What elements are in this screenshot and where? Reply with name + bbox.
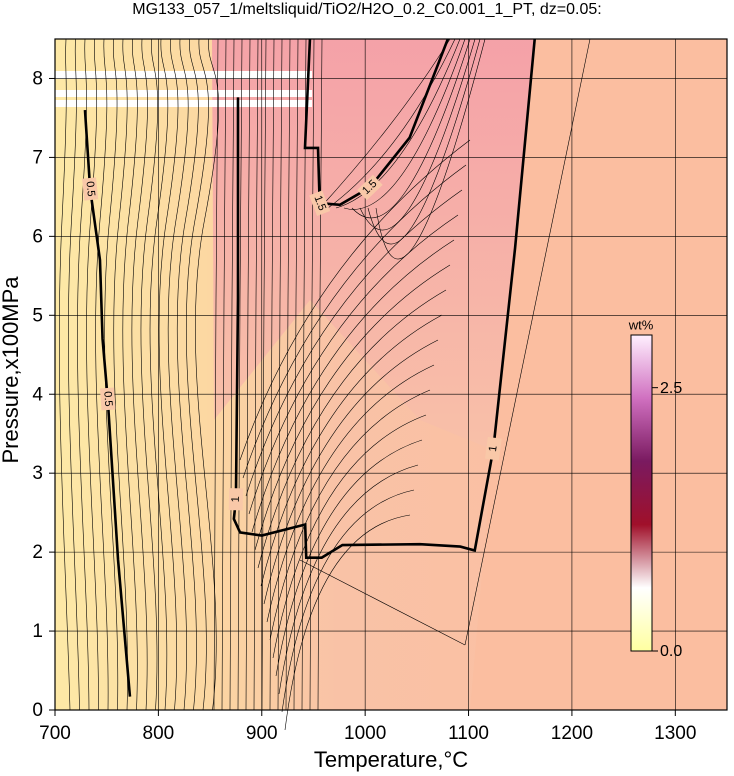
colorbar-tick-label: 0.0 [660, 643, 682, 660]
thin-line [317, 38, 323, 711]
thin-line [464, 38, 591, 646]
thin-line [367, 38, 481, 245]
colorbar-label: wt% [628, 317, 654, 332]
colorbar [630, 334, 653, 652]
contour-label-bg [357, 174, 383, 201]
thin-contours [59, 38, 591, 731]
x-tick-label: 1200 [551, 723, 593, 744]
x-tick-label: 1100 [448, 723, 489, 744]
thin-line [86, 38, 99, 711]
contour-label: 0.5 [84, 181, 97, 197]
contour-label-bg [309, 190, 331, 216]
thin-line [140, 38, 158, 711]
thin-line [253, 38, 259, 711]
y-axis-label: Pressure,x100MPa [0, 276, 23, 464]
contour-label: 1.5 [311, 194, 328, 213]
thin-line [113, 38, 128, 711]
contour-line [303, 38, 450, 207]
thin-line [261, 38, 267, 711]
thin-line [335, 38, 461, 209]
thin-line [149, 38, 169, 711]
thin-line [284, 514, 411, 731]
thin-line [213, 38, 219, 711]
plot-frame [54, 38, 728, 711]
thin-line [158, 38, 179, 711]
thin-line [59, 38, 71, 711]
thin-line [242, 164, 467, 479]
thin-line [245, 189, 463, 497]
thin-line [245, 38, 251, 711]
colorbar-tick-label: 2.5 [660, 380, 682, 397]
thin-line [68, 38, 80, 711]
contour-label-bg [99, 387, 116, 411]
y-tick-label: 8 [32, 68, 43, 89]
thin-line [251, 239, 455, 533]
y-tick-label: 6 [32, 226, 43, 247]
thin-line [221, 38, 227, 711]
contour-label: 0.5 [101, 391, 114, 407]
y-tick-label: 7 [32, 147, 43, 168]
chart-title: MG133_057_1/meltsliquid/TiO2/H2O_0.2_C0.… [132, 1, 601, 18]
thin-line [277, 38, 283, 711]
y-tick-label: 5 [32, 305, 43, 326]
y-tick-label: 3 [32, 463, 43, 484]
background [55, 39, 727, 710]
thin-line [327, 38, 456, 209]
thin-line [343, 38, 466, 210]
thin-line [257, 289, 447, 569]
thin-line [122, 38, 138, 711]
thin-line [278, 464, 419, 695]
thin-line [281, 489, 415, 713]
contour-label: 1 [230, 496, 242, 502]
x-tick-label: 900 [246, 723, 278, 744]
thin-line [275, 439, 423, 677]
x-tick-label: 800 [143, 723, 175, 744]
thin-line [248, 214, 459, 515]
contour-label: 1 [487, 445, 500, 453]
thin-line [260, 314, 443, 587]
thin-line [131, 38, 148, 711]
thin-line [254, 264, 451, 551]
thin-line [195, 38, 219, 711]
contour-label-bg [82, 177, 99, 201]
x-tick-label: 700 [39, 723, 71, 744]
x-tick-label: 1300 [654, 723, 696, 744]
y-tick-label: 1 [32, 621, 43, 642]
thin-line [272, 414, 427, 659]
thin-line [263, 339, 439, 605]
thin-line [237, 38, 243, 711]
thin-line [229, 38, 235, 711]
thin-line [77, 38, 90, 711]
thin-line [269, 389, 431, 641]
x-axis-label: Temperature,°C [314, 747, 468, 772]
thin-line [95, 38, 109, 711]
y-tick-label: 2 [32, 542, 43, 563]
thin-line [176, 38, 199, 711]
thin-line [269, 38, 275, 711]
contour-label-bg [484, 436, 502, 461]
x-tick-label: 1000 [344, 723, 386, 744]
contour-label-bg [228, 488, 244, 511]
thin-line [375, 38, 486, 260]
thin-line [266, 364, 435, 623]
thin-line [359, 38, 476, 231]
thin-line [319, 38, 451, 209]
thin-line [239, 139, 471, 461]
thin-line [167, 38, 189, 711]
y-tick-label: 4 [32, 384, 43, 405]
y-tick-label: 0 [32, 700, 43, 721]
thin-line [185, 38, 209, 711]
thin-line [104, 38, 119, 711]
